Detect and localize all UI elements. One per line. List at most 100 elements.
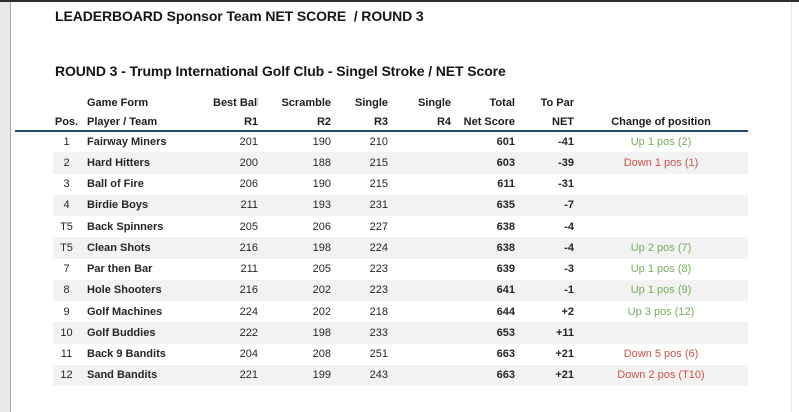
r1-score-cell: 211 bbox=[240, 263, 258, 276]
team-name-cell: Back Spinners bbox=[87, 220, 164, 233]
r2-score-cell: 198 bbox=[312, 326, 331, 339]
position-cell: T5 bbox=[60, 220, 73, 233]
leaderboard-rows: 1 Fairway Miners 201 190 210 601 -41 Up … bbox=[53, 131, 748, 386]
position-cell: 12 bbox=[60, 369, 73, 382]
to-par-cell: -41 bbox=[558, 135, 574, 148]
header-row-top: Game Form Best Ball Scramble Single Sing… bbox=[53, 92, 748, 113]
r2-score-cell: 188 bbox=[312, 156, 331, 169]
to-par-cell: -3 bbox=[564, 263, 574, 276]
to-par-cell: -1 bbox=[564, 284, 574, 297]
position-cell: T5 bbox=[60, 241, 73, 254]
r1-score-cell: 206 bbox=[239, 178, 258, 191]
to-par-cell: -7 bbox=[564, 199, 574, 212]
change-of-position-cell: Up 1 pos (9) bbox=[630, 284, 692, 297]
team-name-cell: Hard Hitters bbox=[87, 156, 150, 169]
team-name-cell: Hole Shooters bbox=[87, 284, 162, 297]
col-header-total: Total bbox=[489, 96, 515, 109]
page-left-margin bbox=[0, 2, 10, 412]
r1-score-cell: 200 bbox=[239, 156, 258, 169]
to-par-cell: +2 bbox=[561, 305, 574, 318]
r1-score-cell: 221 bbox=[239, 369, 258, 382]
position-cell: 11 bbox=[60, 348, 73, 361]
net-score-cell: 663 bbox=[496, 369, 515, 382]
col-header-to-par: To Par bbox=[540, 96, 574, 109]
r1-score-cell: 216 bbox=[239, 241, 258, 254]
table-row: 1 Fairway Miners 201 190 210 601 -41 Up … bbox=[53, 131, 748, 152]
r4-score-cell bbox=[388, 216, 451, 237]
team-name-cell: Fairway Miners bbox=[87, 135, 167, 148]
table-row: 9 Golf Machines 224 202 218 644 +2 Up 3 … bbox=[53, 301, 748, 322]
net-score-cell: 644 bbox=[496, 305, 515, 318]
col-header-net-score: Net Score bbox=[463, 116, 515, 128]
change-of-position-cell: Up 1 pos (2) bbox=[630, 135, 692, 148]
r1-score-cell: 204 bbox=[239, 348, 258, 361]
r4-score-cell bbox=[388, 344, 451, 365]
r4-score-cell bbox=[388, 152, 451, 173]
to-par-cell: -39 bbox=[558, 156, 574, 169]
change-of-position-cell: Up 2 pos (7) bbox=[630, 241, 692, 254]
to-par-cell: -4 bbox=[564, 241, 574, 254]
col-header-r1: R1 bbox=[243, 116, 258, 128]
team-name-cell: Sand Bandits bbox=[87, 369, 158, 382]
r3-score-cell: 227 bbox=[369, 220, 388, 233]
header-spacer bbox=[53, 92, 80, 113]
col-header-scramble: Scramble bbox=[281, 96, 331, 109]
to-par-cell: -31 bbox=[558, 178, 574, 191]
r4-score-cell bbox=[388, 280, 451, 301]
r2-score-cell: 190 bbox=[312, 178, 331, 191]
page-title: LEADERBOARD Sponsor Team NET SCORE / ROU… bbox=[55, 8, 424, 24]
r4-score-cell bbox=[388, 322, 451, 343]
r3-score-cell: 218 bbox=[369, 305, 388, 318]
col-header-net: NET bbox=[552, 116, 574, 128]
team-name-cell: Ball of Fire bbox=[87, 178, 144, 191]
r4-score-cell bbox=[388, 174, 451, 195]
r4-score-cell bbox=[388, 237, 451, 258]
col-header-single-r4: Single bbox=[417, 96, 451, 109]
col-header-best-ball: Best Ball bbox=[213, 96, 258, 109]
position-cell: 3 bbox=[63, 178, 70, 191]
col-header-single-r3: Single bbox=[354, 96, 388, 109]
r3-score-cell: 224 bbox=[369, 241, 388, 254]
change-of-position-cell bbox=[574, 216, 748, 237]
to-par-cell: +11 bbox=[555, 326, 574, 339]
net-score-cell: 641 bbox=[496, 284, 515, 297]
r1-score-cell: 211 bbox=[240, 199, 258, 212]
team-name-cell: Golf Machines bbox=[87, 305, 163, 318]
change-of-position-cell bbox=[574, 322, 748, 343]
net-score-cell: 638 bbox=[496, 220, 515, 233]
change-of-position-cell: Up 3 pos (12) bbox=[627, 305, 695, 318]
table-row: 3 Ball of Fire 206 190 215 611 -31 bbox=[53, 174, 748, 195]
change-of-position-cell: Down 5 pos (6) bbox=[623, 348, 699, 361]
change-of-position-cell: Down 1 pos (1) bbox=[623, 156, 699, 169]
to-par-cell: -4 bbox=[564, 220, 574, 233]
col-header-pos: Pos. bbox=[54, 116, 79, 128]
r2-score-cell: 199 bbox=[312, 369, 331, 382]
net-score-cell: 601 bbox=[496, 135, 515, 148]
change-of-position-cell: Down 2 pos (T10) bbox=[617, 369, 705, 382]
col-header-r4: R4 bbox=[436, 116, 451, 128]
position-cell: 9 bbox=[63, 305, 70, 318]
r2-score-cell: 190 bbox=[312, 135, 331, 148]
team-name-cell: Clean Shots bbox=[87, 241, 151, 254]
col-header-game-form: Game Form bbox=[87, 96, 149, 109]
table-row: 8 Hole Shooters 216 202 223 641 -1 Up 1 … bbox=[53, 279, 748, 301]
net-score-cell: 638 bbox=[496, 241, 515, 254]
to-par-cell: +21 bbox=[555, 348, 574, 361]
r3-score-cell: 243 bbox=[369, 369, 388, 382]
r3-score-cell: 223 bbox=[369, 284, 388, 297]
page-left-border bbox=[10, 2, 11, 412]
net-score-cell: 635 bbox=[496, 199, 515, 212]
position-cell: 4 bbox=[63, 199, 70, 212]
r2-score-cell: 208 bbox=[312, 348, 331, 361]
net-score-cell: 653 bbox=[496, 326, 515, 339]
r3-score-cell: 223 bbox=[369, 263, 388, 276]
net-score-cell: 603 bbox=[496, 156, 515, 169]
r4-score-cell bbox=[388, 195, 451, 216]
r1-score-cell: 222 bbox=[239, 326, 258, 339]
leaderboard-table: Game Form Best Ball Scramble Single Sing… bbox=[53, 92, 748, 386]
position-cell: 1 bbox=[63, 135, 70, 148]
r3-score-cell: 231 bbox=[369, 199, 388, 212]
r3-score-cell: 251 bbox=[369, 348, 388, 361]
team-name-cell: Back 9 Bandits bbox=[87, 348, 166, 361]
